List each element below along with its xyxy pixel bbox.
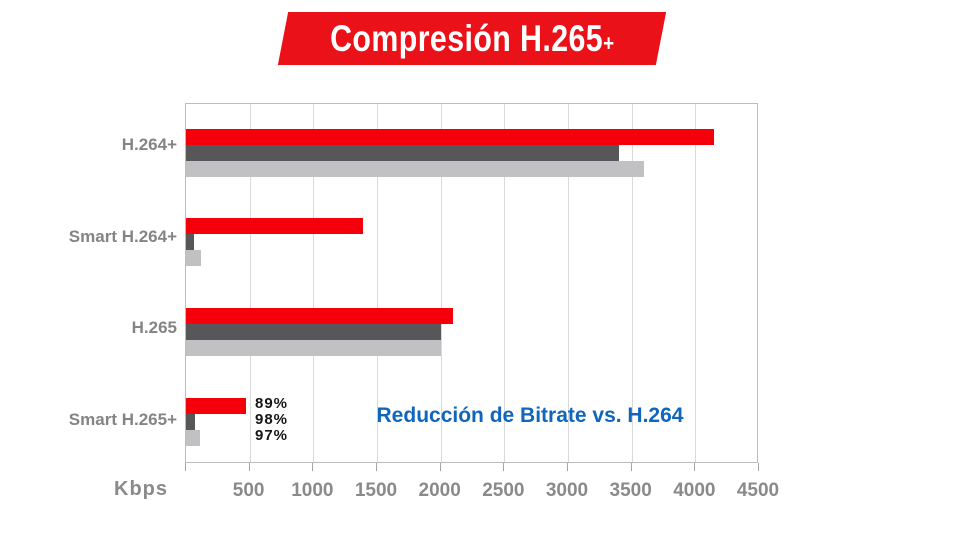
axis-tick: [376, 463, 377, 471]
axis-tick: [248, 463, 250, 471]
reduction-note: Reducción de Bitrate vs. H.264: [376, 404, 684, 427]
gridline: [568, 104, 569, 462]
gridline: [313, 104, 315, 462]
reduction-percentages: 89% 98% 97%: [255, 396, 288, 444]
tick-label-4500: 4500: [736, 480, 780, 501]
tick-label-1000: 1000: [291, 480, 334, 501]
bar-light_gray-0: [186, 161, 645, 177]
reduction-percentage-1: 98%: [255, 411, 289, 428]
tick-label-2500: 2500: [482, 480, 525, 501]
axis-tick: [630, 463, 632, 471]
axis-tick: [439, 463, 441, 471]
category-label-0: H.264+: [121, 135, 177, 154]
bar-red-3: [186, 398, 246, 414]
bar-red-0: [186, 129, 715, 145]
axis-tick: [694, 463, 696, 471]
axis-tick: [567, 463, 568, 471]
tick-label-2000: 2000: [418, 480, 461, 501]
gridline: [249, 104, 251, 462]
plot-area: [185, 103, 758, 463]
bar-light_gray-2: [186, 340, 441, 356]
bar-dark_gray-1: [186, 234, 194, 250]
bar-dark_gray-2: [186, 324, 441, 340]
x-axis-unit-label: Kbps: [114, 478, 168, 500]
gridline: [695, 104, 697, 462]
gridline: [440, 104, 442, 462]
tick-label-4000: 4000: [673, 480, 716, 501]
category-label-3: Smart H.265+: [68, 410, 177, 429]
axis-tick: [185, 463, 186, 471]
bar-dark_gray-3: [186, 414, 195, 430]
axis-tick: [312, 463, 314, 471]
bar-light_gray-1: [186, 250, 202, 266]
tick-label-3000: 3000: [545, 480, 589, 501]
axis-tick: [758, 463, 759, 471]
bar-red-2: [186, 308, 454, 324]
tick-label-500: 500: [232, 480, 265, 501]
tick-label-3500: 3500: [609, 480, 652, 501]
gridline: [504, 104, 506, 462]
bar-red-1: [186, 218, 363, 234]
bar-light_gray-3: [186, 430, 200, 446]
reduction-percentage-2: 97%: [255, 427, 289, 444]
gridline: [377, 104, 378, 462]
reduction-percentage-0: 89%: [255, 395, 289, 412]
gridline: [631, 104, 633, 462]
axis-tick: [503, 463, 505, 471]
category-label-2: H.265: [131, 318, 177, 337]
bar-dark_gray-0: [186, 145, 619, 161]
tick-label-1500: 1500: [354, 480, 398, 501]
category-label-1: Smart H.264+: [68, 227, 177, 246]
